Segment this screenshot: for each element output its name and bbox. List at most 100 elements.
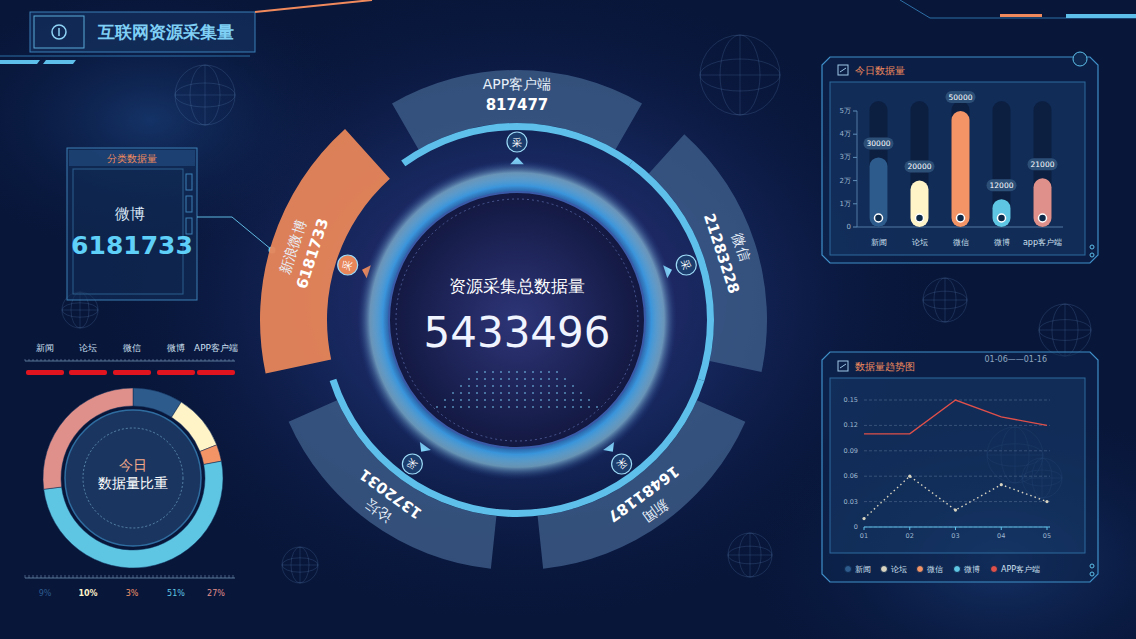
core-dot [516,385,518,387]
core-dot [572,399,574,401]
core-dot [580,392,582,394]
label-axis-tick [93,575,94,578]
x-tick-label: 02 [906,532,914,540]
core-disc [389,192,645,448]
label-axis-tick [129,575,130,578]
core-dot [460,392,462,394]
legend-axis-tick [221,359,222,361]
x-tick-label: 01 [860,532,868,540]
data-label-bubble [905,161,935,173]
core-dot [500,392,502,394]
bar-track [870,101,888,227]
y-tick-label: 0.15 [844,396,858,404]
label-axis-tick [165,575,166,578]
bar [952,111,970,227]
panel-deco [1090,253,1094,257]
label-axis-tick [225,575,226,578]
series-marker [1045,500,1048,503]
y-tick-label: 0 [854,523,858,531]
legend-marker [991,566,998,573]
core-dot [588,406,590,408]
header-title: 互联网资源采集量 [97,22,234,42]
core-dot [556,392,558,394]
core-dot [484,378,486,380]
legend-axis-tick [141,359,142,361]
donut-dash [83,428,183,528]
legend-label: 微博 [964,565,980,574]
label-axis-tick [125,575,126,578]
legend-marker [69,370,107,375]
core-dot [516,378,518,380]
core-dot [540,371,542,373]
label-axis-tick [149,575,150,578]
label-axis-tick [69,575,70,578]
label-axis-tick [209,575,210,578]
core-dot [468,385,470,387]
y-tick-label: 0.03 [844,498,858,506]
core-dot [556,371,558,373]
badge-circle [507,132,527,152]
globe [923,278,967,322]
y-tick-label: 0.06 [844,472,858,480]
badge: 采 [341,259,355,272]
panel-frame [67,148,197,300]
data-label: 12000 [990,181,1014,190]
data-label: 21000 [1031,160,1055,169]
label-axis-tick [217,575,218,578]
legend-axis-tick [61,359,62,361]
core-dot [524,399,526,401]
badge-circle [612,454,632,474]
data-label-bubble [864,137,894,149]
core-total: 5433496 [423,308,610,357]
bar [993,199,1011,227]
legend-axis-tick [77,359,78,361]
legend-label: 论坛 [891,565,907,574]
legend-axis-tick [125,359,126,361]
legend-axis-tick [157,359,158,361]
label-axis-tick [77,575,78,578]
core-dot [508,378,510,380]
chart-title: 数据量趋势图 [855,361,915,372]
legend-axis-tick [33,359,34,361]
label-axis-tick [157,575,158,578]
legend-label: 论坛 [79,343,97,353]
title-icon [840,68,846,72]
bar-dot [957,214,965,222]
x-tick-label: 微博 [994,238,1010,247]
badge-circle [402,454,422,474]
core-dot [524,406,526,408]
core-dot [532,385,534,387]
core-dot [588,399,590,401]
core-dot [508,406,510,408]
core-dot [524,392,526,394]
core-dot [484,406,486,408]
panel-title: 分类数据量 [107,153,157,164]
legend-axis-tick [37,359,38,361]
core-dot [508,392,510,394]
plot-panel [830,378,1085,553]
label-axis-tick [145,575,146,578]
label-axis-tick [89,575,90,578]
legend-axis-tick [169,359,170,361]
segment-value: 21283228 [700,211,743,296]
series-marker [1000,483,1003,486]
legend-label: 微博 [167,343,185,353]
legend-axis-tick [97,359,98,361]
legend-axis-tick [105,359,106,361]
core-dot [540,399,542,401]
label-axis-tick [81,575,82,578]
series-line [864,476,1047,518]
globe-ring [282,547,318,583]
bars [870,111,1052,227]
legend-label: 微信 [123,343,141,353]
label-axis-tick [213,575,214,578]
y-tick [853,157,857,158]
grid-line [864,450,1050,451]
label-axis-tick [189,575,190,578]
core-dot [524,385,526,387]
data-label-bubble [987,179,1017,191]
core-dot [532,371,534,373]
core-dot [476,378,478,380]
data-label: 51% [167,589,185,598]
dashboard: 互联网资源采集量分类数据量微博6181733APP客户端817477采微信212… [0,0,1136,639]
